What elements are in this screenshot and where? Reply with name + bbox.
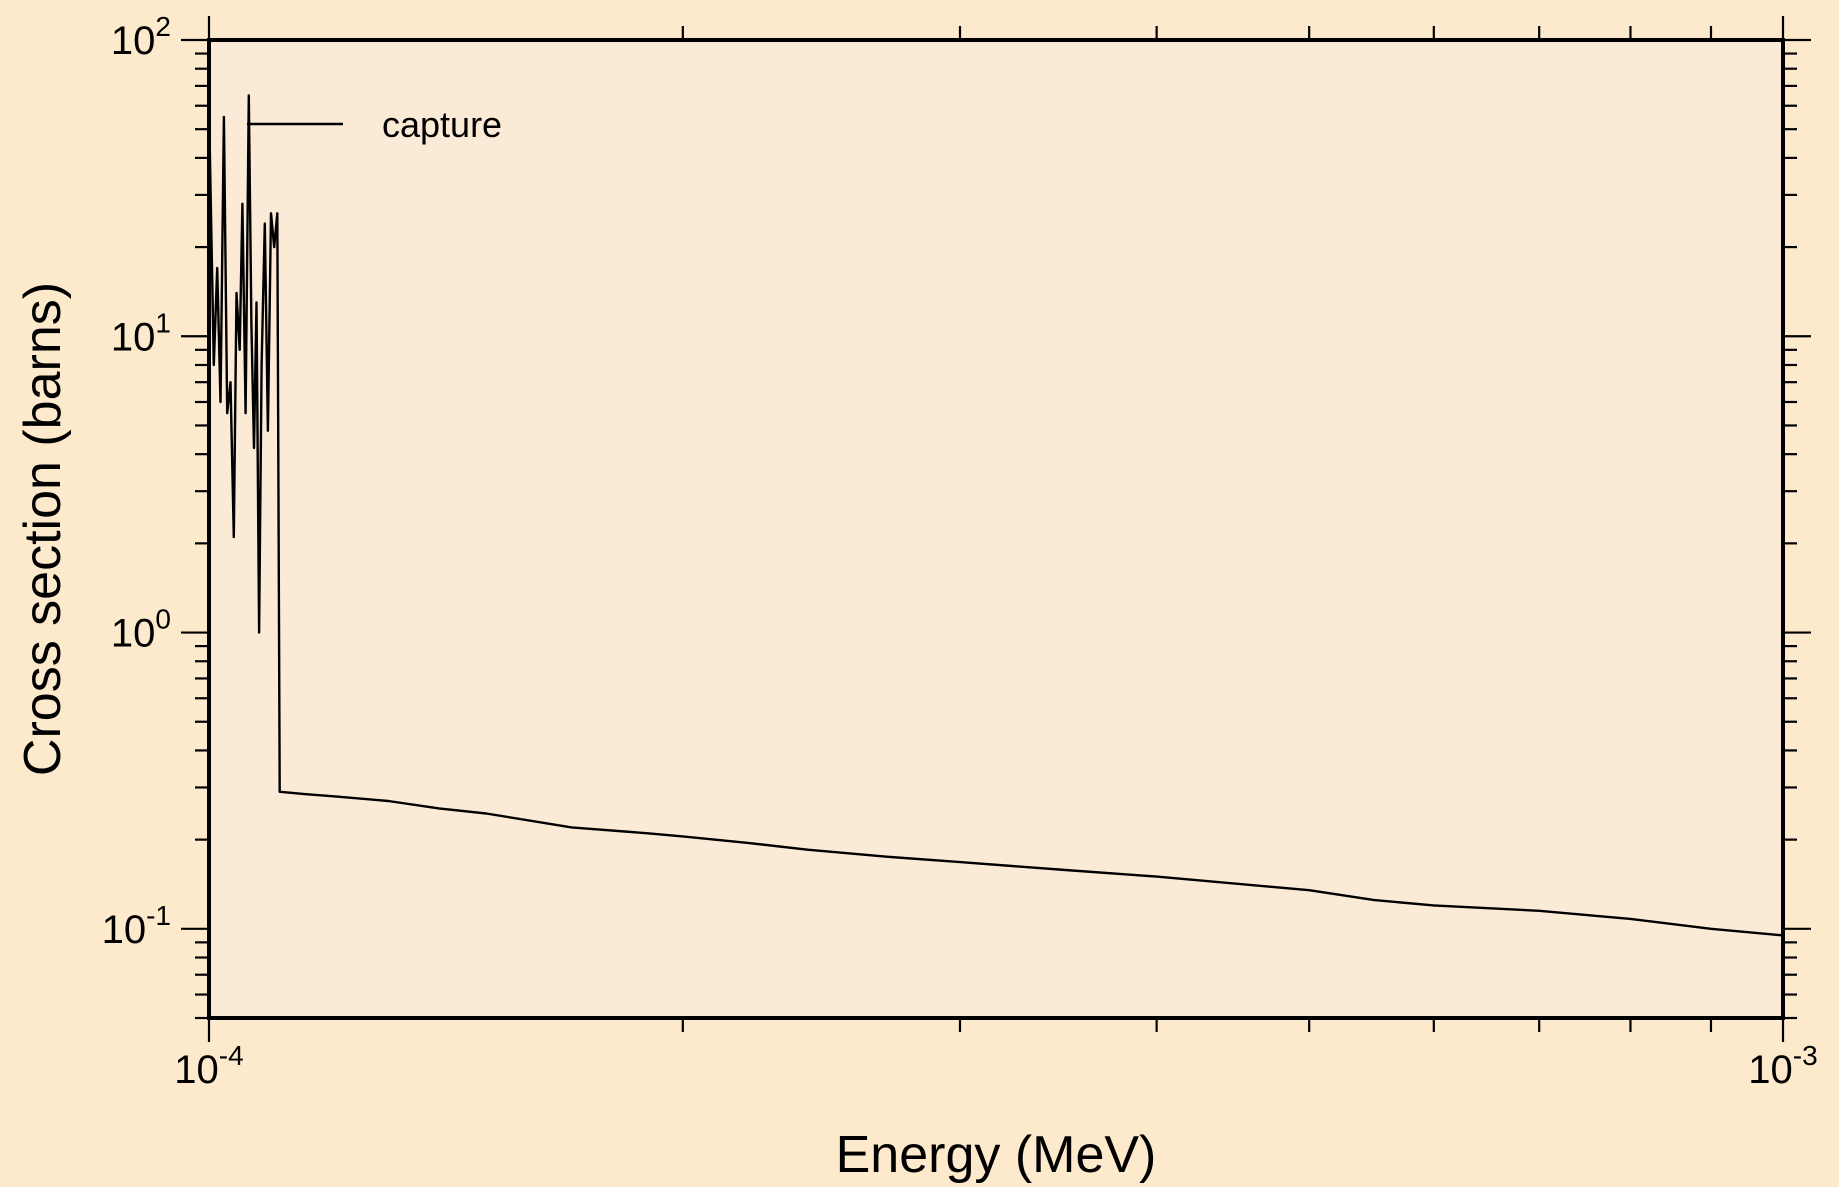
major-ticks xyxy=(181,16,1811,1042)
legend-label-capture: capture xyxy=(382,104,502,145)
y-tick-label: 10-1 xyxy=(102,900,171,952)
y-tick-label: 101 xyxy=(111,307,171,359)
plot-area xyxy=(207,38,1785,1020)
y-tick-label: 100 xyxy=(111,604,171,656)
y-tick-label: 102 xyxy=(111,11,171,63)
series-line-capture xyxy=(207,94,1784,937)
x-axis-title: Energy (MeV) xyxy=(836,1126,1157,1184)
y-axis-title: Cross section (barns) xyxy=(14,282,72,776)
minor-ticks xyxy=(195,26,1797,1032)
x-tick-label: 10-4 xyxy=(174,1040,243,1092)
x-tick-labels: 10-4 10-3 xyxy=(174,1040,1817,1092)
y-tick-labels: 10-1 100 101 102 xyxy=(102,11,171,952)
x-tick-label: 10-3 xyxy=(1748,1040,1817,1092)
